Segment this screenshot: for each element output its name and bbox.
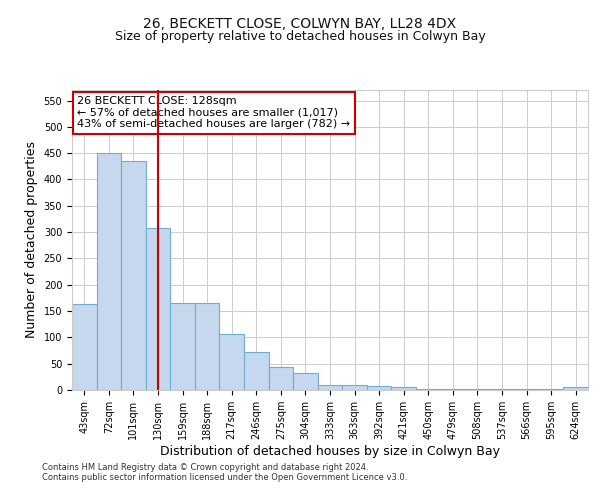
Bar <box>563 388 588 390</box>
Bar <box>367 386 391 390</box>
Bar <box>146 228 170 390</box>
Text: Contains HM Land Registry data © Crown copyright and database right 2024.
Contai: Contains HM Land Registry data © Crown c… <box>42 462 407 482</box>
Bar <box>342 384 367 390</box>
Bar <box>97 153 121 390</box>
Bar <box>220 334 244 390</box>
Text: Size of property relative to detached houses in Colwyn Bay: Size of property relative to detached ho… <box>115 30 485 43</box>
Bar <box>391 388 416 390</box>
Bar <box>121 161 146 390</box>
X-axis label: Distribution of detached houses by size in Colwyn Bay: Distribution of detached houses by size … <box>160 445 500 458</box>
Text: 26, BECKETT CLOSE, COLWYN BAY, LL28 4DX: 26, BECKETT CLOSE, COLWYN BAY, LL28 4DX <box>143 18 457 32</box>
Bar <box>72 304 97 390</box>
Y-axis label: Number of detached properties: Number of detached properties <box>25 142 38 338</box>
Bar <box>416 389 440 390</box>
Bar <box>269 367 293 390</box>
Text: 26 BECKETT CLOSE: 128sqm
← 57% of detached houses are smaller (1,017)
43% of sem: 26 BECKETT CLOSE: 128sqm ← 57% of detach… <box>77 96 350 129</box>
Bar <box>170 303 195 390</box>
Bar <box>195 303 220 390</box>
Bar <box>318 384 342 390</box>
Bar <box>440 389 465 390</box>
Bar <box>293 372 318 390</box>
Bar <box>244 352 269 390</box>
